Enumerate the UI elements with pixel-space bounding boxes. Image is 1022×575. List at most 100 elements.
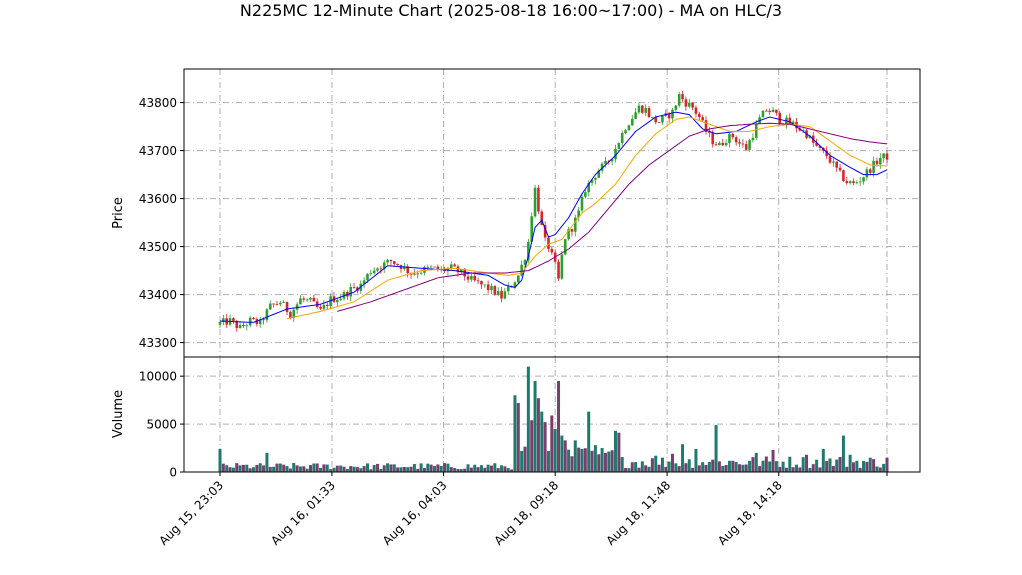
volume-bar: [386, 463, 390, 472]
volume-bar: [496, 468, 500, 472]
volume-bar: [530, 420, 534, 472]
candle-body: [312, 297, 316, 302]
volume-bar: [701, 462, 705, 472]
candle-body: [285, 301, 289, 312]
volume-bar: [439, 465, 443, 472]
volume-bar: [603, 452, 607, 472]
volume-bar: [684, 463, 688, 472]
volume-bar: [463, 468, 467, 472]
volume-bar: [587, 411, 591, 472]
volume-bar: [674, 463, 678, 472]
volume-bar: [412, 463, 416, 472]
candle-body: [577, 210, 580, 218]
volume-bar: [500, 465, 504, 472]
volume-bar: [583, 448, 587, 472]
volume-bar: [429, 464, 433, 472]
candle-body: [651, 117, 654, 118]
volume-bar: [791, 467, 795, 472]
volume-bar: [637, 467, 641, 472]
volume-bar: [811, 464, 815, 472]
candle-body: [527, 241, 530, 261]
volume-bar: [872, 459, 876, 472]
candle-body: [654, 117, 658, 123]
volume-bar: [878, 467, 882, 472]
candle-body: [644, 108, 647, 113]
volume-bar: [721, 465, 725, 472]
candle-body: [309, 297, 312, 300]
candle-body: [580, 196, 584, 211]
volume-bar: [272, 466, 276, 472]
volume-bar: [717, 461, 721, 472]
candle-body: [684, 99, 688, 107]
volume-bar: [654, 455, 658, 472]
volume-bar: [784, 467, 788, 472]
volume-bar: [801, 457, 805, 472]
volume-bar: [875, 466, 879, 472]
chart-title: N225MC 12-Minute Chart (2025-08-18 16:00…: [240, 1, 782, 20]
candle-body: [242, 324, 245, 327]
candle-body: [617, 143, 621, 149]
candle-body: [268, 303, 272, 310]
candle-body: [282, 301, 285, 303]
volume-bar: [533, 380, 537, 472]
volume-bar: [597, 454, 601, 472]
volume-bar: [389, 464, 393, 472]
volume-bar: [687, 459, 691, 472]
volume-bar: [664, 466, 668, 472]
volume-bar: [570, 456, 574, 472]
candle-body: [517, 275, 520, 283]
candle-body: [845, 181, 849, 184]
volume-bar: [349, 466, 353, 472]
candle-body: [329, 296, 332, 307]
volume-bar: [225, 465, 229, 472]
candle-body: [486, 284, 490, 291]
volume-bar: [536, 398, 540, 472]
candle-body: [258, 319, 262, 325]
candle-body: [547, 237, 550, 249]
volume-bar: [711, 459, 715, 472]
volume-bar: [734, 462, 738, 472]
volume-bar: [738, 464, 742, 472]
volume-bar: [818, 467, 822, 472]
candle-body: [721, 142, 725, 146]
candle-body: [460, 268, 463, 273]
candle-body: [500, 291, 503, 299]
candle-body: [661, 115, 664, 123]
volume-bar: [640, 461, 644, 472]
candle-body: [543, 225, 547, 238]
candle-body: [540, 211, 544, 226]
candle-body: [362, 280, 366, 284]
candle-body: [302, 298, 306, 300]
volume-bar: [573, 440, 577, 472]
candle-body: [741, 143, 745, 145]
volume-bar: [614, 430, 618, 472]
volume-bar: [590, 450, 594, 472]
volume-bar: [252, 467, 256, 472]
price-y-ticks: 43300 43400 43500 43600 43700 43800: [139, 96, 184, 350]
moving-average-line-1: [219, 111, 888, 323]
volume-bar: [617, 432, 621, 472]
candle-body: [667, 113, 671, 119]
candle-body: [600, 163, 604, 171]
candle-body: [423, 267, 426, 273]
volume-y-ticks: 0 5000 10000: [139, 370, 184, 480]
volume-bar: [543, 422, 547, 472]
volume-bar: [288, 468, 292, 472]
volume-panel-frame: [183, 356, 921, 473]
volume-bar: [416, 468, 420, 472]
volume-bar: [741, 464, 745, 472]
volume-bar: [841, 435, 845, 472]
candle-body: [369, 273, 373, 274]
candle-body: [453, 264, 456, 267]
volume-bar: [315, 463, 319, 472]
candle-body: [647, 108, 651, 118]
price-tick-label: 43600: [139, 192, 177, 206]
candle-body: [734, 137, 738, 143]
volume-bar: [396, 467, 400, 472]
volume-bar: [627, 468, 631, 472]
candle-body: [272, 303, 275, 305]
volume-bar: [771, 449, 775, 472]
volume-bar: [516, 403, 520, 472]
candle-body: [252, 317, 255, 320]
volume-bar: [255, 464, 259, 472]
